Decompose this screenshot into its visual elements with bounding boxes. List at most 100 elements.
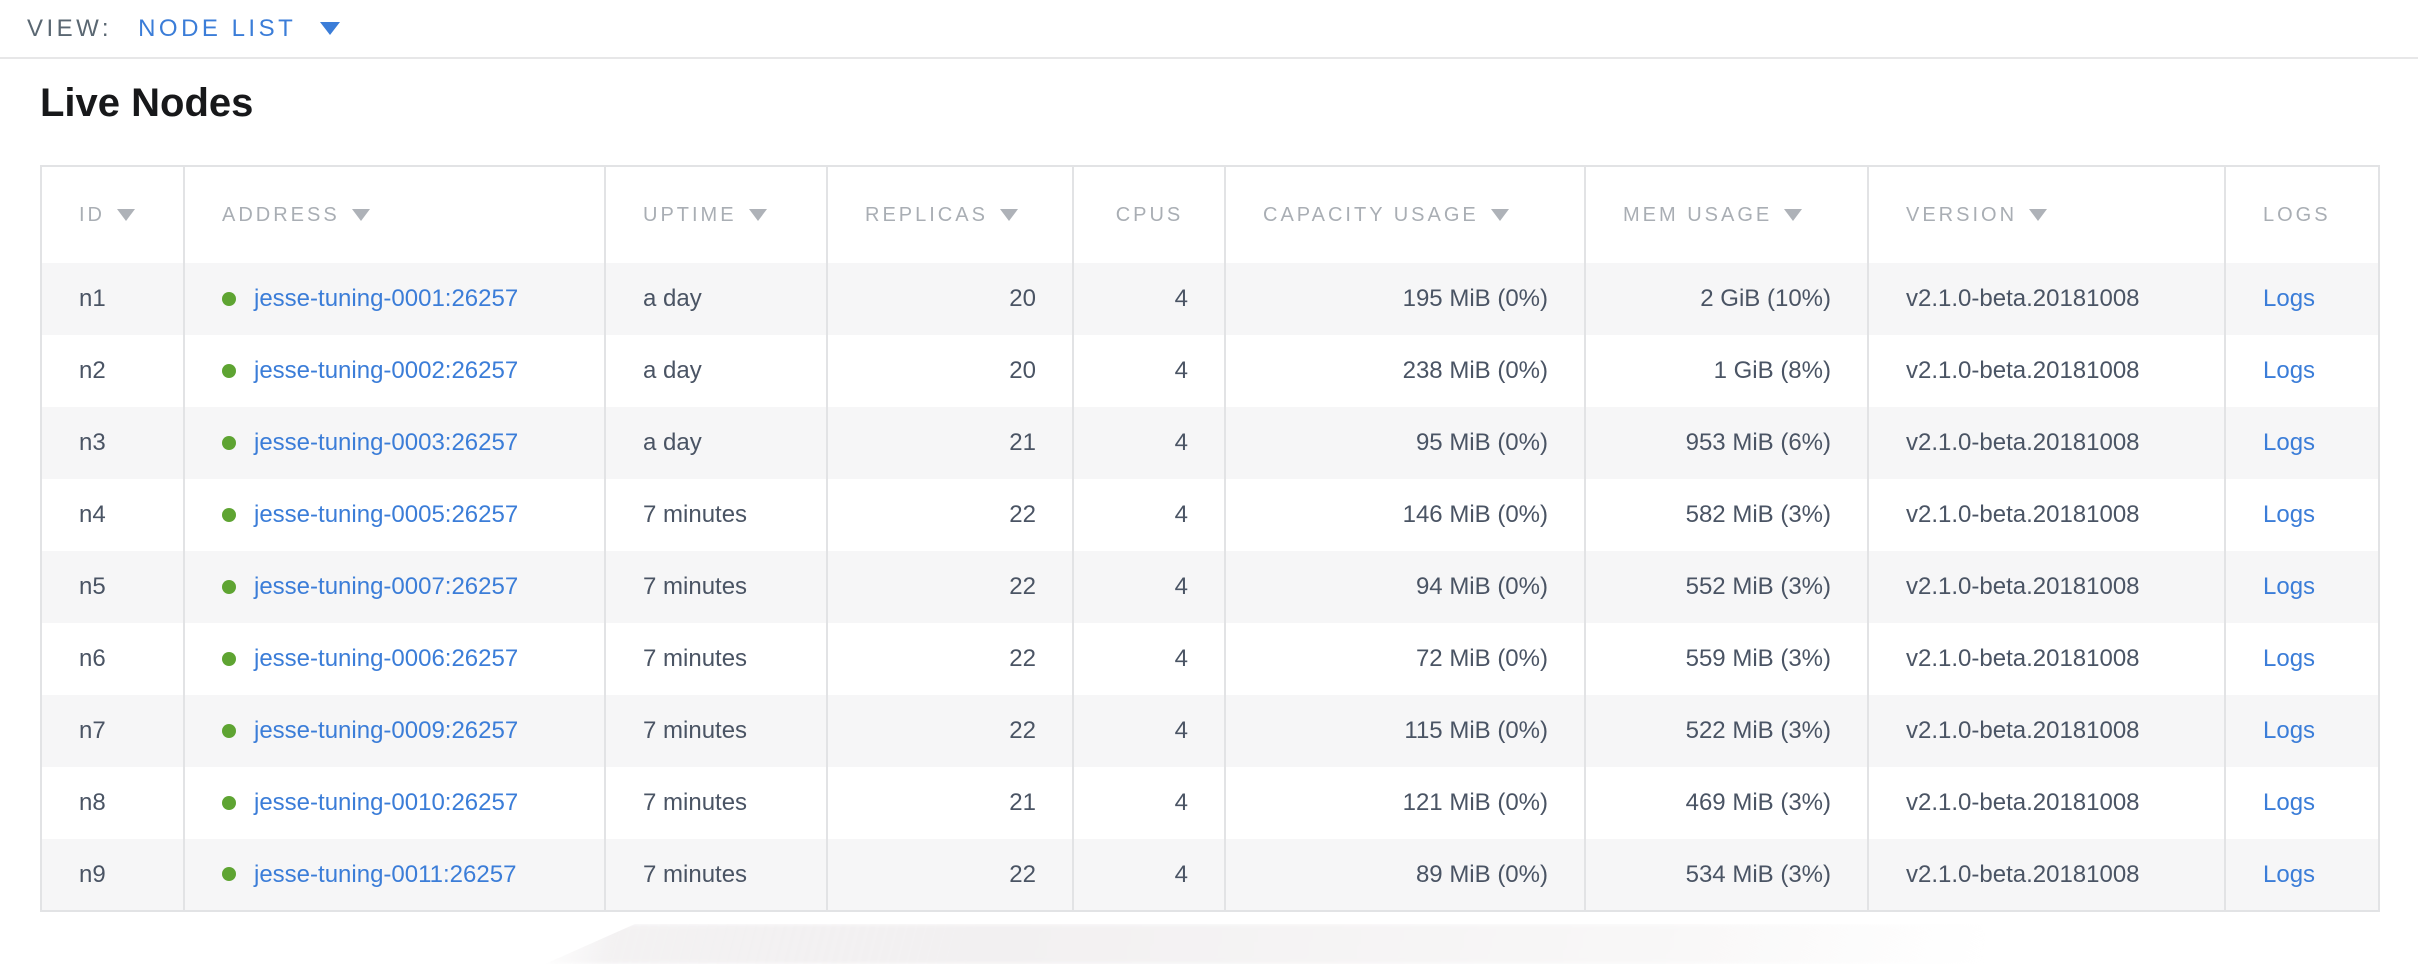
cell-capacity_usage: 72 MiB (0%) — [1224, 623, 1585, 695]
node-logs-link[interactable]: Logs — [2263, 789, 2316, 816]
node-logs-link[interactable]: Logs — [2263, 573, 2316, 600]
cell-id: n9 — [41, 839, 184, 911]
live-nodes-table: ID ADDRESS UPTIME REPLICAS CPUS CAPACITY USAG… — [40, 165, 2380, 912]
cell-capacity_usage: 238 MiB (0%) — [1224, 335, 1585, 407]
node-logs-cell: Logs — [2224, 623, 2379, 695]
node-logs-link[interactable]: Logs — [2263, 501, 2316, 528]
column-header-version[interactable]: VERSION — [1867, 166, 2225, 263]
node-address-link[interactable]: jesse-tuning-0003:26257 — [254, 429, 519, 456]
node-live-status-icon — [222, 651, 236, 666]
node-address-link[interactable]: jesse-tuning-0009:26257 — [254, 717, 519, 744]
cell-mem_usage: 522 MiB (3%) — [1584, 695, 1868, 767]
column-header-label: LOGS — [2263, 203, 2331, 226]
table-row: n4 jesse-tuning-0005:26257 7 minutes 22 4 146… — [41, 479, 2379, 551]
table-bottom-shadow — [545, 924, 1985, 964]
node-logs-cell: Logs — [2224, 407, 2379, 479]
cell-cpus: 4 — [1072, 335, 1225, 407]
cell-id: n1 — [41, 263, 184, 335]
node-logs-link[interactable]: Logs — [2263, 645, 2316, 672]
cell-uptime: 7 minutes — [604, 479, 827, 551]
node-live-status-icon — [222, 723, 236, 738]
table-body: n1 jesse-tuning-0001:26257 a day 20 4 195 MiB… — [41, 263, 2379, 911]
cell-replicas: 22 — [826, 623, 1073, 695]
node-logs-cell: Logs — [2224, 335, 2379, 407]
node-logs-cell: Logs — [2224, 479, 2379, 551]
cell-version: v2.1.0-beta.20181008 — [1867, 479, 2225, 551]
cell-mem_usage: 552 MiB (3%) — [1584, 551, 1868, 623]
cell-version: v2.1.0-beta.20181008 — [1867, 767, 2225, 839]
cell-uptime: a day — [604, 263, 827, 335]
cell-replicas: 20 — [826, 335, 1073, 407]
node-address-link[interactable]: jesse-tuning-0011:26257 — [254, 860, 517, 888]
table-header-row: ID ADDRESS UPTIME REPLICAS CPUS CAPACITY USAG… — [41, 166, 2379, 263]
node-logs-link[interactable]: Logs — [2263, 860, 2316, 888]
cell-capacity_usage: 195 MiB (0%) — [1224, 263, 1585, 335]
cell-replicas: 22 — [826, 479, 1073, 551]
cell-capacity_usage: 121 MiB (0%) — [1224, 767, 1585, 839]
cell-uptime: a day — [604, 407, 827, 479]
cell-uptime: 7 minutes — [604, 623, 827, 695]
node-logs-cell: Logs — [2224, 263, 2379, 335]
cell-mem_usage: 1 GiB (8%) — [1584, 335, 1868, 407]
node-address-link[interactable]: jesse-tuning-0002:26257 — [254, 357, 519, 384]
node-logs-link[interactable]: Logs — [2263, 717, 2316, 744]
cell-id: n8 — [41, 767, 184, 839]
table-row: n8 jesse-tuning-0010:26257 7 minutes 21 4 121… — [41, 767, 2379, 839]
cell-capacity_usage: 95 MiB (0%) — [1224, 407, 1585, 479]
cell-uptime: 7 minutes — [604, 551, 827, 623]
column-header-label: UPTIME — [643, 203, 737, 226]
view-selector-bar: VIEW: NODE LIST — [0, 0, 2418, 59]
page-title: Live Nodes — [40, 81, 254, 125]
node-live-status-icon — [222, 579, 236, 594]
cell-mem_usage: 559 MiB (3%) — [1584, 623, 1868, 695]
column-header-label: ID — [79, 203, 105, 226]
node-logs-link[interactable]: Logs — [2263, 429, 2316, 456]
cell-version: v2.1.0-beta.20181008 — [1867, 839, 2225, 911]
cell-cpus: 4 — [1072, 623, 1225, 695]
column-header-label: ADDRESS — [222, 203, 340, 226]
node-logs-link[interactable]: Logs — [2263, 285, 2316, 312]
column-header-address[interactable]: ADDRESS — [183, 166, 605, 263]
node-address-link[interactable]: jesse-tuning-0001:26257 — [254, 285, 519, 312]
cell-cpus: 4 — [1072, 263, 1225, 335]
node-live-status-icon — [222, 435, 236, 450]
cell-capacity_usage: 115 MiB (0%) — [1224, 695, 1585, 767]
column-header-replicas[interactable]: REPLICAS — [826, 166, 1073, 263]
cell-version: v2.1.0-beta.20181008 — [1867, 335, 2225, 407]
cell-replicas: 21 — [826, 767, 1073, 839]
node-live-status-icon — [222, 795, 236, 810]
column-header-label: CPUS — [1115, 203, 1184, 226]
cell-cpus: 4 — [1072, 479, 1225, 551]
table-row: n3 jesse-tuning-0003:26257 a day 21 4 95 MiB … — [41, 407, 2379, 479]
node-address-link[interactable]: jesse-tuning-0006:26257 — [254, 645, 519, 672]
node-address-link[interactable]: jesse-tuning-0005:26257 — [254, 501, 519, 528]
table-row: n7 jesse-tuning-0009:26257 7 minutes 22 4 115… — [41, 695, 2379, 767]
cell-mem_usage: 469 MiB (3%) — [1584, 767, 1868, 839]
cell-capacity_usage: 146 MiB (0%) — [1224, 479, 1585, 551]
cell-cpus: 4 — [1072, 839, 1225, 911]
caret-down-icon[interactable] — [320, 22, 341, 35]
cell-cpus: 4 — [1072, 767, 1225, 839]
cell-id: n6 — [41, 623, 184, 695]
cell-replicas: 22 — [826, 695, 1073, 767]
node-logs-link[interactable]: Logs — [2263, 357, 2316, 384]
node-address-link[interactable]: jesse-tuning-0010:26257 — [254, 789, 519, 816]
column-header-id[interactable]: ID — [41, 166, 184, 263]
cell-mem_usage: 534 MiB (3%) — [1584, 839, 1868, 911]
column-header-mem_usage[interactable]: MEM USAGE — [1584, 166, 1868, 263]
cell-uptime: 7 minutes — [604, 767, 827, 839]
view-dropdown[interactable]: NODE LIST — [138, 14, 297, 42]
node-live-status-icon — [222, 507, 236, 522]
cell-cpus: 4 — [1072, 695, 1225, 767]
table-row: n6 jesse-tuning-0006:26257 7 minutes 22 4 72 … — [41, 623, 2379, 695]
column-header-uptime[interactable]: UPTIME — [604, 166, 827, 263]
node-address-link[interactable]: jesse-tuning-0007:26257 — [254, 573, 519, 600]
cell-version: v2.1.0-beta.20181008 — [1867, 407, 2225, 479]
column-header-capacity_usage[interactable]: CAPACITY USAGE — [1224, 166, 1585, 263]
sort-arrow-icon — [999, 208, 1018, 221]
cell-replicas: 22 — [826, 551, 1073, 623]
table-row: n5 jesse-tuning-0007:26257 7 minutes 22 4 94 … — [41, 551, 2379, 623]
cell-id: n2 — [41, 335, 184, 407]
column-header-label: CAPACITY USAGE — [1263, 203, 1479, 226]
column-header-label: MEM USAGE — [1623, 203, 1773, 226]
